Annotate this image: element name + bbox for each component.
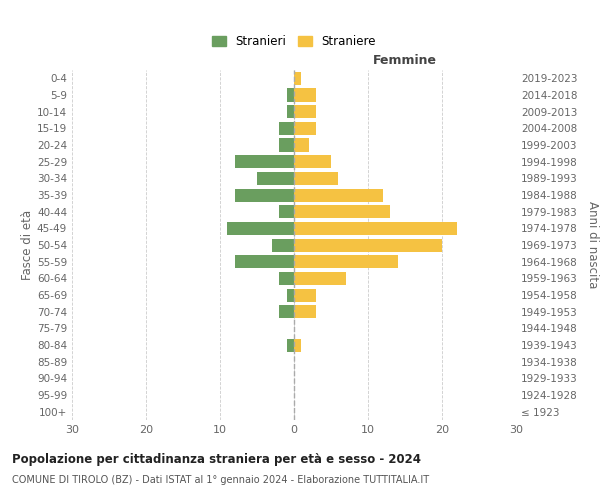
Bar [279,272,294,285]
Bar [294,222,457,235]
Bar [294,172,338,185]
Bar [294,105,316,118]
Bar [294,138,309,151]
Bar [294,88,316,102]
Y-axis label: Anni di nascita: Anni di nascita [586,202,599,288]
Bar [272,238,294,252]
Bar [227,222,294,235]
Bar [279,122,294,135]
Y-axis label: Fasce di età: Fasce di età [21,210,34,280]
Text: Popolazione per cittadinanza straniera per età e sesso - 2024: Popolazione per cittadinanza straniera p… [12,452,421,466]
Bar [279,305,294,318]
Bar [279,205,294,218]
Bar [279,138,294,151]
Bar [294,272,346,285]
Text: Femmine: Femmine [373,54,437,66]
Bar [294,188,383,202]
Bar [294,205,390,218]
Bar [294,305,316,318]
Bar [235,155,294,168]
Bar [287,338,294,351]
Bar [287,105,294,118]
Bar [294,255,398,268]
Bar [257,172,294,185]
Text: COMUNE DI TIROLO (BZ) - Dati ISTAT al 1° gennaio 2024 - Elaborazione TUTTITALIA.: COMUNE DI TIROLO (BZ) - Dati ISTAT al 1°… [12,475,429,485]
Bar [294,155,331,168]
Bar [287,88,294,102]
Bar [294,238,442,252]
Bar [235,255,294,268]
Bar [287,288,294,302]
Bar [294,288,316,302]
Bar [294,72,301,85]
Bar [294,338,301,351]
Legend: Stranieri, Straniere: Stranieri, Straniere [207,30,381,53]
Bar [294,122,316,135]
Bar [235,188,294,202]
